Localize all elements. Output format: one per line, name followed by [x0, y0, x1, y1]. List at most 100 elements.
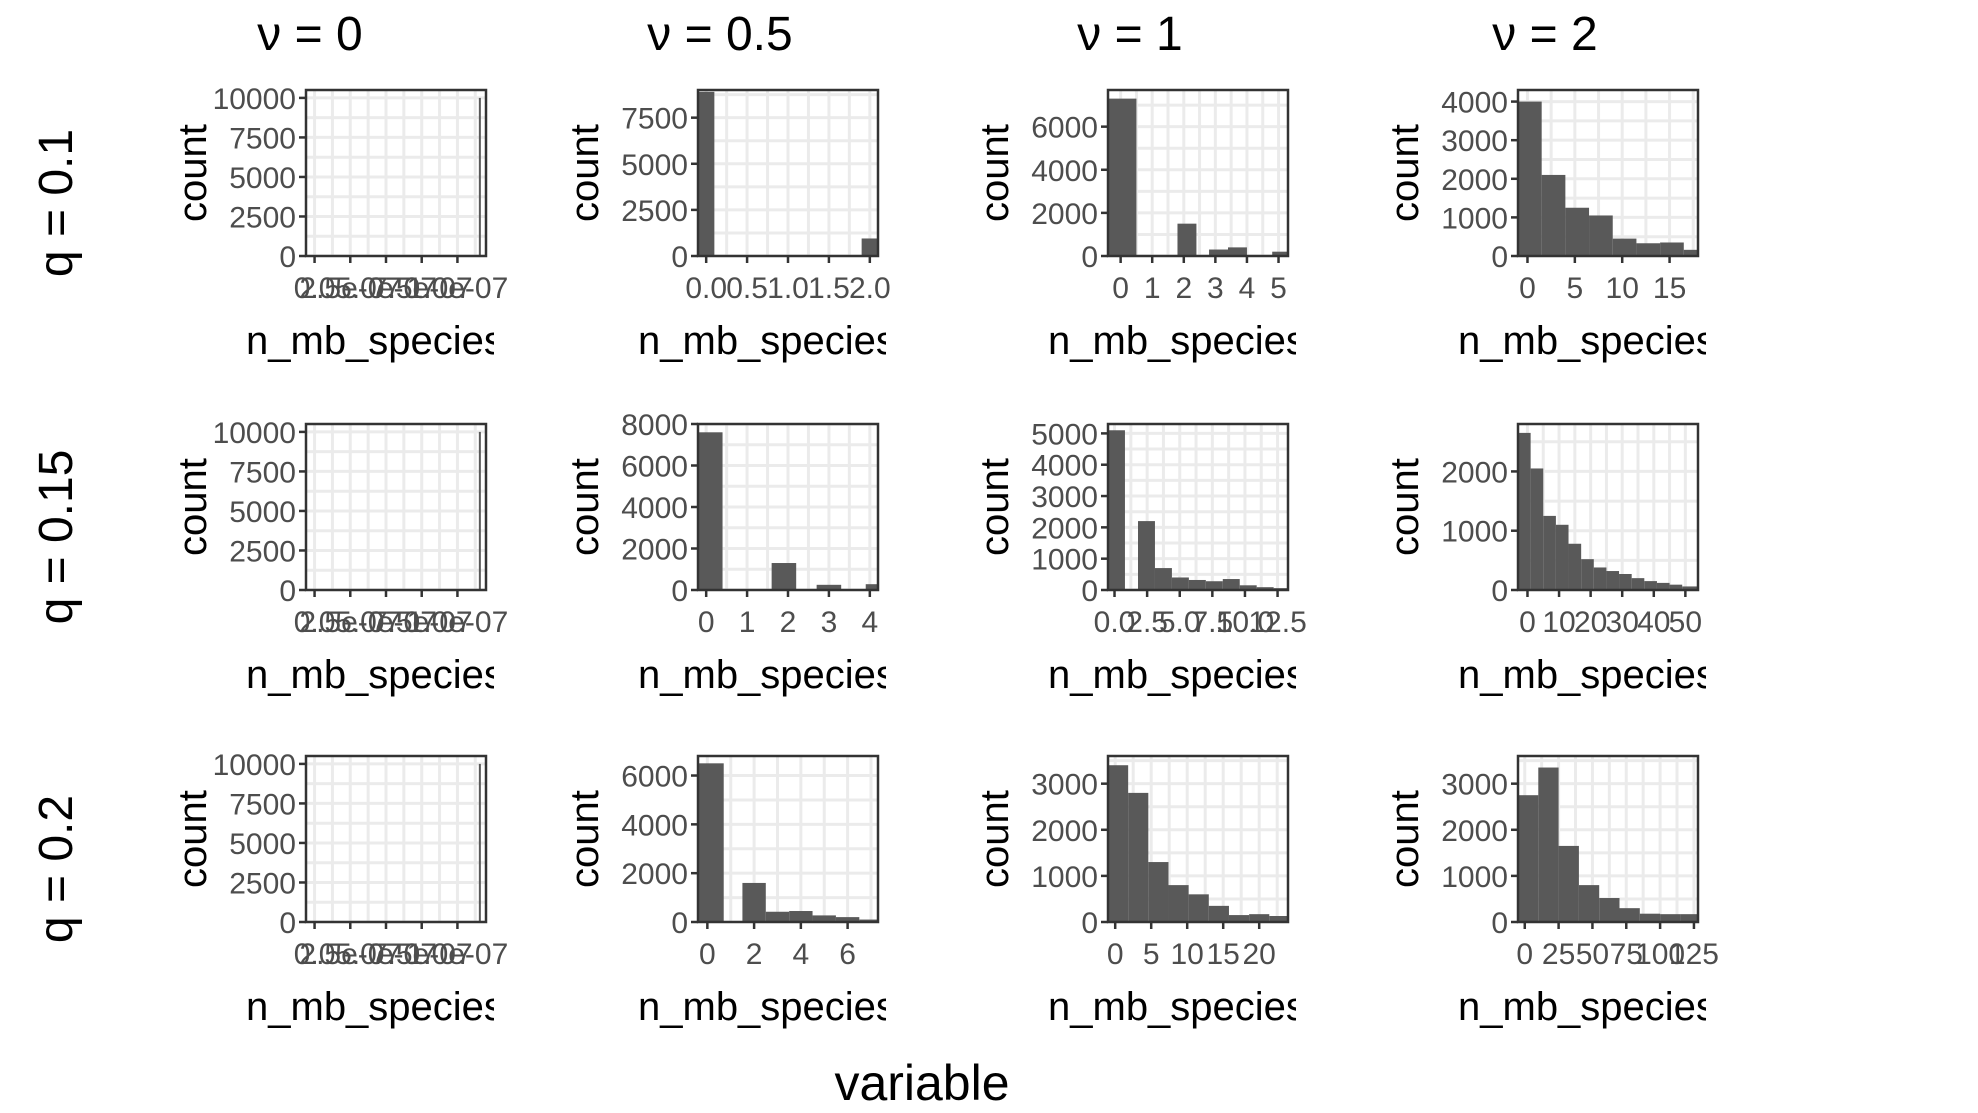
y-tick-label: 2500 — [229, 535, 296, 568]
histogram-bar — [1636, 243, 1661, 256]
y-tick-label: 7500 — [621, 103, 688, 136]
y-tick-label: 6000 — [621, 451, 688, 484]
histogram-bar — [865, 584, 878, 590]
y-tick-label: 2000 — [1441, 456, 1508, 489]
x-tick-label: 5.0e-07 — [335, 938, 437, 971]
histogram-bar — [1683, 249, 1698, 256]
histogram-panel: 0 2500 5000 7500 10000 0.02.5e-075.0e-077.5e-… — [171, 749, 508, 1029]
x-axis-label: n_mb_species — [246, 319, 504, 363]
y-tick-label: 10000 — [213, 83, 296, 116]
histogram-bar — [478, 97, 481, 256]
y-tick-label: 10000 — [213, 417, 296, 450]
panel-bars — [698, 432, 878, 590]
x-tick-label: 2.5e-07 — [299, 272, 401, 305]
y-tick-label: 2000 — [1031, 512, 1098, 545]
x-tick-label: 1.0 — [767, 272, 809, 305]
histogram-bar — [1518, 795, 1539, 922]
panel-bars — [1108, 430, 1288, 590]
histogram-panel: 0 2500 5000 7500 10000 0.02.5e-075.0e-077.5e-… — [171, 83, 508, 363]
panel-border — [304, 88, 488, 258]
panel-bars — [1518, 432, 1698, 590]
x-tick-label: 5.0 — [1159, 606, 1201, 639]
x-tick-label: 5 — [1143, 938, 1160, 971]
histogram-bar — [1148, 862, 1169, 922]
y-tick-label: 5000 — [1031, 418, 1098, 451]
panel-border — [304, 422, 488, 592]
x-tick-label: 0.0 — [294, 938, 336, 971]
x-tick-label: 0 — [1112, 272, 1129, 305]
histogram-bar — [1682, 586, 1698, 590]
y-axis-label: count — [1383, 124, 1427, 222]
x-tick-label: 5.0e-07 — [335, 272, 437, 305]
histogram-bar — [771, 563, 797, 590]
histogram-bar — [478, 763, 481, 922]
x-tick-label: 2.0 — [849, 272, 891, 305]
y-axis-label: count — [973, 458, 1017, 556]
column-header: ν = 2 — [1492, 8, 1597, 61]
histogram-panel: 0 2500 5000 7500 0.0 0.5 1.0 1.5 2.0 count n_mb_sp… — [563, 88, 891, 363]
histogram-bar — [1138, 521, 1155, 590]
row-header: q = 0.2 — [30, 795, 83, 943]
panel-border — [1106, 422, 1290, 592]
histogram-bar — [835, 917, 860, 922]
histogram-bar — [1656, 582, 1670, 590]
histogram-bar — [1619, 908, 1640, 922]
histogram-bar — [1578, 885, 1600, 922]
y-tick-label: 1000 — [1441, 861, 1508, 894]
histogram-bar — [1108, 765, 1129, 922]
x-tick-label: 7.5e-07 — [371, 938, 473, 971]
panel-border — [304, 754, 488, 924]
x-tick-label: 2.5e-07 — [299, 606, 401, 639]
histogram-bar — [1565, 207, 1590, 256]
histogram-bar — [1272, 251, 1288, 256]
y-axis-label: count — [563, 458, 607, 556]
histogram-bar — [1208, 905, 1229, 922]
x-tick-label: 0.0 — [1094, 606, 1136, 639]
histogram-bar — [1612, 238, 1637, 256]
y-tick-label: 8000 — [621, 409, 688, 442]
y-tick-label: 3000 — [1031, 769, 1098, 802]
x-tick-label: 5.0e-07 — [335, 606, 437, 639]
histogram-bar — [1530, 468, 1544, 590]
y-tick-label: 0 — [671, 907, 688, 940]
x-axis-label: n_mb_species — [1048, 985, 1306, 1029]
histogram-bar — [1581, 559, 1594, 590]
panel-bars — [478, 97, 481, 256]
y-tick-label: 0 — [1491, 575, 1508, 608]
panel-border — [1516, 754, 1700, 924]
y-tick-label: 4000 — [621, 492, 688, 525]
histogram-bar — [1228, 915, 1250, 922]
y-tick-label: 4000 — [621, 809, 688, 842]
y-tick-label: 2500 — [621, 195, 688, 228]
histogram-bar — [1108, 98, 1137, 256]
panel-grid — [306, 424, 486, 590]
y-axis-label: count — [1383, 790, 1427, 888]
column-header: ν = 0 — [257, 8, 362, 61]
histogram-bar — [1177, 223, 1197, 256]
x-axis-label: n_mb_species — [1048, 653, 1306, 697]
x-tick-label: 0 — [1519, 272, 1536, 305]
x-tick-label: 12.5 — [1248, 606, 1306, 639]
x-tick-label: 0 — [1519, 606, 1536, 639]
y-axis-label: count — [1383, 458, 1427, 556]
histogram-bar — [1205, 581, 1223, 590]
x-tick-label: 100 — [1635, 938, 1685, 971]
y-tick-label: 4000 — [1441, 87, 1508, 120]
x-tick-label: 15 — [1653, 272, 1686, 305]
x-tick-label: 125 — [1669, 938, 1719, 971]
y-tick-label: 0 — [1081, 907, 1098, 940]
histogram-bar — [1518, 101, 1542, 256]
panel-grid — [306, 756, 486, 922]
panel-background — [1108, 90, 1288, 256]
x-tick-label: 6 — [839, 938, 856, 971]
panel-bars — [1108, 765, 1288, 922]
x-tick-label: 2.5e-07 — [299, 938, 401, 971]
panel-grid — [306, 90, 486, 256]
x-tick-label: 7.5 — [1191, 606, 1233, 639]
histogram-bar — [1669, 584, 1683, 590]
x-axis-label: n_mb_species — [638, 985, 896, 1029]
panel-grid — [1108, 90, 1288, 256]
